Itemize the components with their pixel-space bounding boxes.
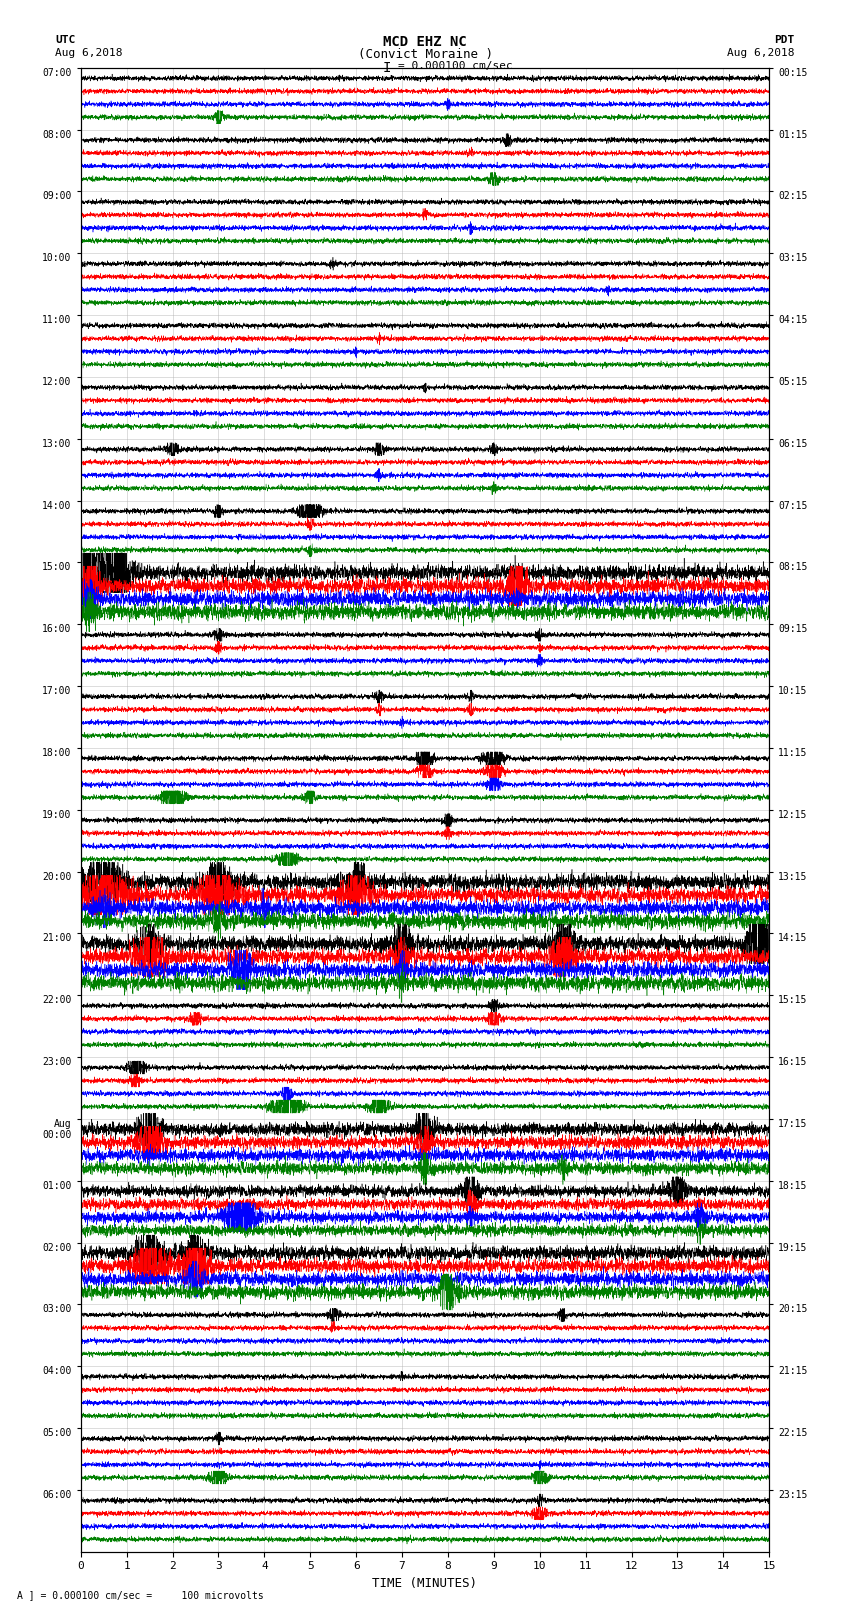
Text: (Convict Moraine ): (Convict Moraine ) — [358, 48, 492, 61]
Text: A ] = 0.000100 cm/sec =     100 microvolts: A ] = 0.000100 cm/sec = 100 microvolts — [17, 1590, 264, 1600]
Text: I: I — [382, 61, 391, 76]
Text: Aug 6,2018: Aug 6,2018 — [55, 48, 122, 58]
X-axis label: TIME (MINUTES): TIME (MINUTES) — [372, 1578, 478, 1590]
Text: PDT: PDT — [774, 35, 795, 45]
Text: = 0.000100 cm/sec: = 0.000100 cm/sec — [398, 61, 513, 71]
Text: Aug 6,2018: Aug 6,2018 — [728, 48, 795, 58]
Text: UTC: UTC — [55, 35, 76, 45]
Text: MCD EHZ NC: MCD EHZ NC — [383, 35, 467, 50]
